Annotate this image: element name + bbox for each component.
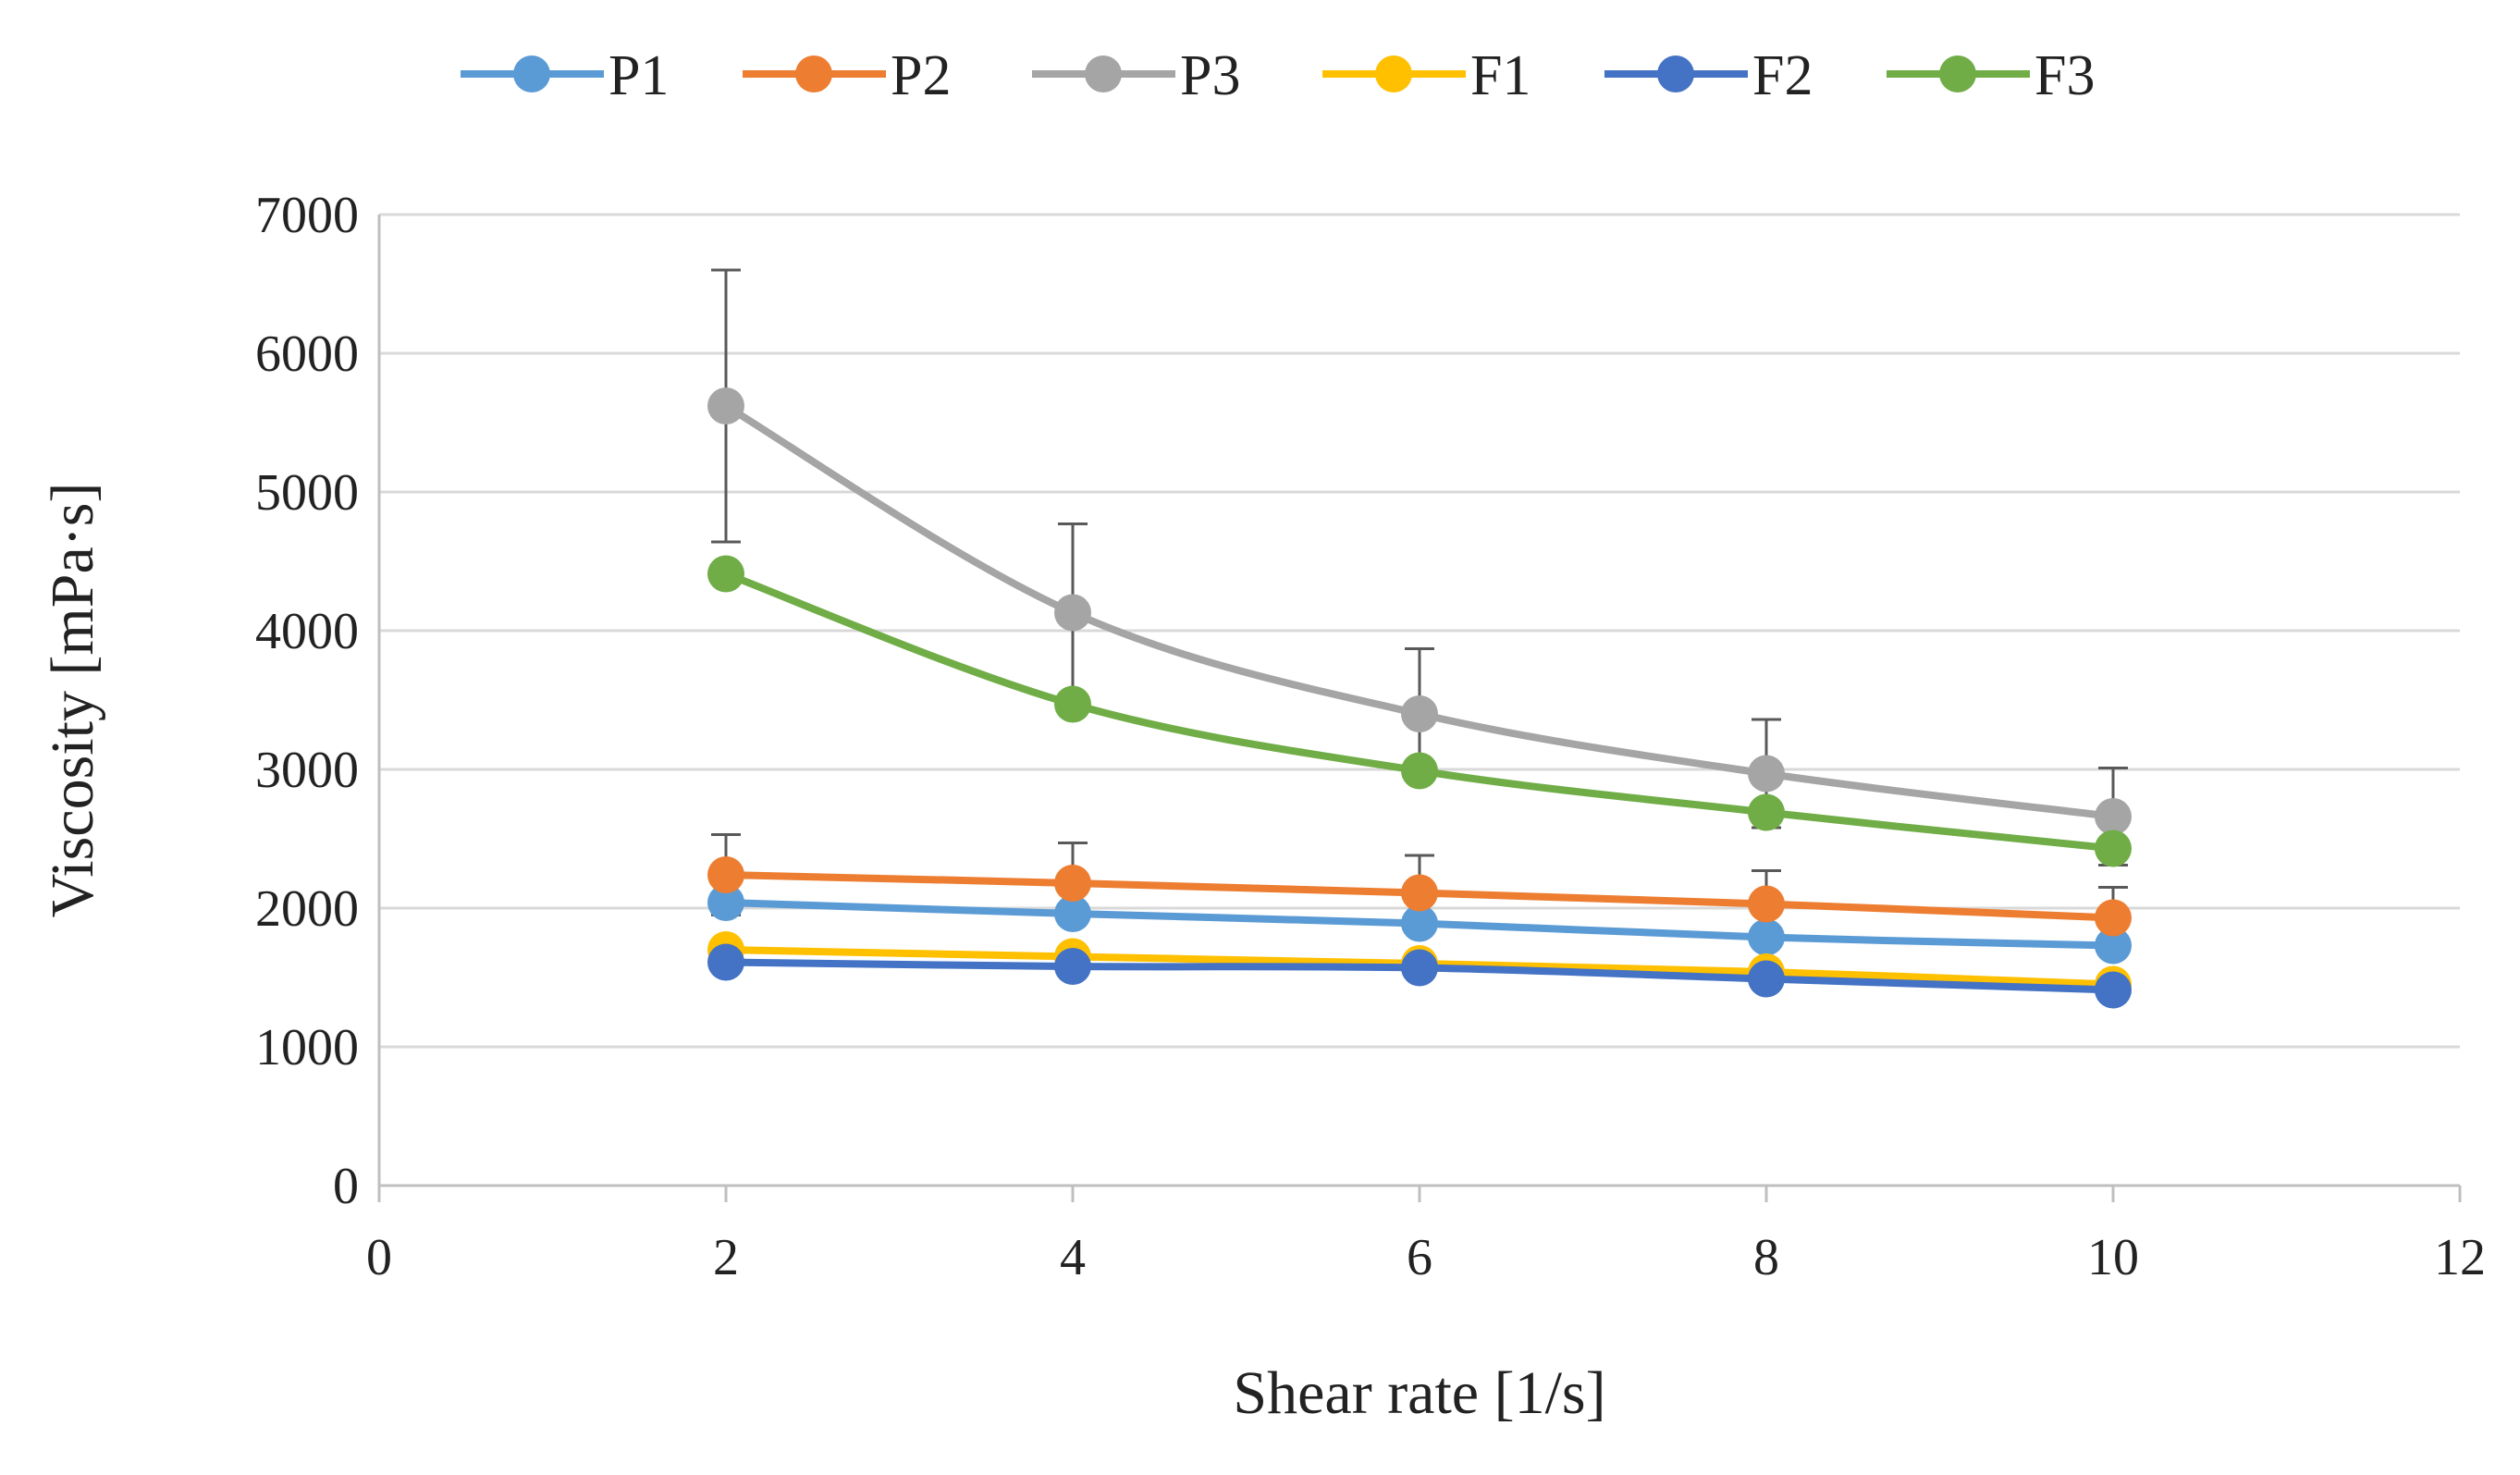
- data-point-P1: [1401, 904, 1438, 942]
- data-point-F3: [1748, 793, 1785, 831]
- legend-label: F2: [1752, 44, 1813, 107]
- data-point-F3: [1054, 685, 1091, 723]
- y-tick-label: 2000: [255, 880, 359, 938]
- legend-swatch-marker: [513, 55, 550, 92]
- x-tick-label: 0: [366, 1229, 392, 1286]
- axes: [377, 215, 2462, 1202]
- legend-label: P3: [1180, 44, 1240, 107]
- x-tick-label: 4: [1060, 1229, 1086, 1286]
- data-point-P3: [707, 387, 744, 424]
- data-point-P2: [2095, 899, 2132, 937]
- legend: P1 P2 P3 F1 F2 F3: [461, 44, 2095, 107]
- data-point-P2: [707, 856, 744, 893]
- x-tick-label: 12: [2434, 1229, 2486, 1286]
- y-tick-labels: 0 1000 2000 3000 4000 5000 6000 7000: [255, 187, 359, 1215]
- legend-item-P3: P3: [1032, 44, 1240, 107]
- x-axis-title: Shear rate [1/s]: [1233, 1359, 1605, 1427]
- legend-swatch-marker: [1375, 55, 1412, 92]
- data-point-P1: [1054, 895, 1091, 932]
- y-tick-label: 7000: [255, 187, 359, 244]
- legend-swatch-marker: [1085, 55, 1122, 92]
- data-point-P3: [2095, 798, 2132, 835]
- x-tick-label: 8: [1753, 1229, 1779, 1286]
- legend-item-F2: F2: [1604, 44, 1813, 107]
- x-tick-label: 2: [713, 1229, 739, 1286]
- data-point-P2: [1401, 874, 1438, 912]
- legend-swatch-marker: [1939, 55, 1976, 92]
- series-P2: [707, 856, 2132, 937]
- y-tick-label: 0: [333, 1158, 359, 1215]
- data-point-P1: [2095, 927, 2132, 965]
- series-F3: [707, 555, 2132, 867]
- data-point-P2: [1054, 865, 1091, 902]
- series-P3: [707, 387, 2132, 835]
- x-tick-label: 10: [2087, 1229, 2139, 1286]
- data-point-F2: [707, 943, 744, 981]
- legend-label: F1: [1470, 44, 1530, 107]
- series-P1: [707, 884, 2132, 965]
- data-point-F2: [1054, 948, 1091, 985]
- y-tick-label: 1000: [255, 1019, 359, 1076]
- data-point-F3: [2095, 830, 2132, 867]
- legend-item-P2: P2: [743, 44, 951, 107]
- legend-item-F1: F1: [1322, 44, 1530, 107]
- y-tick-label: 3000: [255, 742, 359, 799]
- data-point-P3: [1748, 755, 1785, 793]
- y-tick-label: 6000: [255, 326, 359, 383]
- y-tick-label: 5000: [255, 464, 359, 522]
- data-point-P1: [707, 884, 744, 921]
- y-tick-label: 4000: [255, 603, 359, 660]
- data-point-P3: [1054, 594, 1091, 632]
- legend-item-P1: P1: [461, 44, 669, 107]
- data-point-F3: [1401, 752, 1438, 790]
- legend-item-F3: F3: [1887, 44, 2095, 107]
- data-series: [707, 387, 2132, 1009]
- data-point-F2: [2095, 971, 2132, 1009]
- x-tick-label: 6: [1407, 1229, 1432, 1286]
- data-point-P1: [1748, 918, 1785, 956]
- series-F2: [707, 943, 2132, 1009]
- error-bars: [711, 268, 2128, 950]
- data-point-P3: [1401, 695, 1438, 732]
- legend-swatch-marker: [1657, 55, 1694, 92]
- legend-swatch-marker: [795, 55, 832, 92]
- y-axis-title: Viscosity [mPa·s]: [39, 483, 106, 918]
- data-point-F2: [1748, 960, 1785, 998]
- data-point-F3: [707, 555, 744, 593]
- legend-label: P1: [608, 44, 669, 107]
- data-point-P2: [1748, 885, 1785, 923]
- legend-label: P2: [891, 44, 951, 107]
- x-tick-labels: 0 2 4 6 8 10 12: [366, 1229, 2486, 1286]
- legend-label: F3: [2034, 44, 2095, 107]
- data-point-F2: [1401, 949, 1438, 987]
